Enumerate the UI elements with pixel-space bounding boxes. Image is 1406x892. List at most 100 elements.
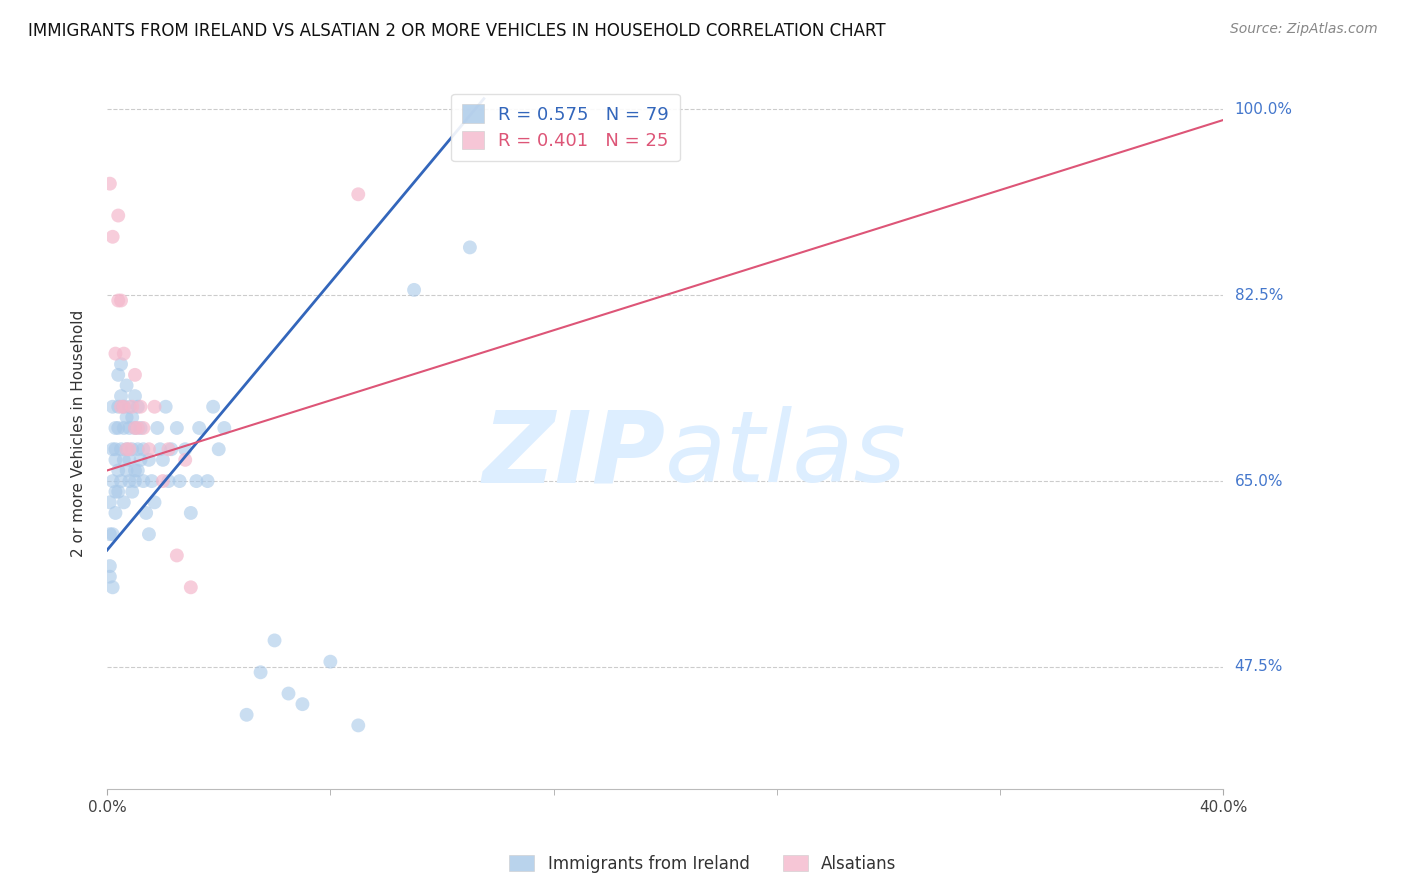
Point <box>132 474 155 488</box>
Point <box>138 527 160 541</box>
Point <box>98 559 121 574</box>
Point <box>291 697 314 711</box>
Point <box>98 570 121 584</box>
Point <box>101 580 124 594</box>
Point <box>166 421 188 435</box>
Point <box>127 421 149 435</box>
Point <box>141 474 163 488</box>
Point <box>107 293 129 308</box>
Point <box>138 453 160 467</box>
Point <box>149 442 172 457</box>
Point <box>202 400 225 414</box>
Point <box>98 177 121 191</box>
Point <box>110 357 132 371</box>
Point <box>174 442 197 457</box>
Point <box>101 442 124 457</box>
Point <box>121 484 143 499</box>
Text: IMMIGRANTS FROM IRELAND VS ALSATIAN 2 OR MORE VEHICLES IN HOUSEHOLD CORRELATION : IMMIGRANTS FROM IRELAND VS ALSATIAN 2 OR… <box>28 22 886 40</box>
Point <box>112 400 135 414</box>
Point <box>104 484 127 499</box>
Point <box>152 453 174 467</box>
Point <box>157 442 180 457</box>
Point <box>118 442 141 457</box>
Point <box>115 410 138 425</box>
Point <box>112 400 135 414</box>
Point <box>127 442 149 457</box>
Point <box>107 421 129 435</box>
Point <box>115 463 138 477</box>
Point <box>157 474 180 488</box>
Point <box>124 421 146 435</box>
Point <box>121 410 143 425</box>
Point <box>143 495 166 509</box>
Point <box>127 463 149 477</box>
Point <box>112 346 135 360</box>
Legend: Immigrants from Ireland, Alsatians: Immigrants from Ireland, Alsatians <box>503 848 903 880</box>
Point <box>98 527 121 541</box>
Point <box>118 453 141 467</box>
Point <box>129 421 152 435</box>
Point <box>107 368 129 382</box>
Point <box>104 506 127 520</box>
Point <box>188 421 211 435</box>
Point <box>124 421 146 435</box>
Point <box>132 442 155 457</box>
Point <box>110 400 132 414</box>
Point <box>104 442 127 457</box>
Point <box>101 527 124 541</box>
Text: atlas: atlas <box>665 406 907 503</box>
Text: 100.0%: 100.0% <box>1234 102 1292 117</box>
Point <box>110 474 132 488</box>
Point <box>107 484 129 499</box>
Point <box>347 718 370 732</box>
Point <box>208 442 231 457</box>
Point <box>118 400 141 414</box>
Point <box>104 421 127 435</box>
Point <box>127 400 149 414</box>
Point <box>115 442 138 457</box>
Point <box>174 453 197 467</box>
Point <box>180 580 202 594</box>
Point <box>319 655 342 669</box>
Point <box>112 453 135 467</box>
Point <box>118 474 141 488</box>
Text: 65.0%: 65.0% <box>1234 474 1284 489</box>
Point <box>186 474 208 488</box>
Point <box>155 400 177 414</box>
Point <box>124 463 146 477</box>
Point <box>235 707 257 722</box>
Point <box>160 442 183 457</box>
Point <box>277 687 299 701</box>
Point <box>110 389 132 403</box>
Point <box>112 495 135 509</box>
Point <box>135 506 157 520</box>
Text: 47.5%: 47.5% <box>1234 659 1282 674</box>
Point <box>118 421 141 435</box>
Point <box>152 474 174 488</box>
Point <box>138 442 160 457</box>
Point <box>214 421 236 435</box>
Point <box>107 463 129 477</box>
Point <box>169 474 191 488</box>
Point <box>98 495 121 509</box>
Point <box>115 442 138 457</box>
Legend: R = 0.575   N = 79, R = 0.401   N = 25: R = 0.575 N = 79, R = 0.401 N = 25 <box>451 94 679 161</box>
Y-axis label: 2 or more Vehicles in Household: 2 or more Vehicles in Household <box>72 310 86 557</box>
Point <box>121 400 143 414</box>
Point <box>129 400 152 414</box>
Point <box>124 474 146 488</box>
Point <box>347 187 370 202</box>
Point <box>458 240 481 254</box>
Point <box>101 474 124 488</box>
Point <box>197 474 219 488</box>
Point <box>104 346 127 360</box>
Point <box>110 293 132 308</box>
Point <box>101 229 124 244</box>
Point <box>104 453 127 467</box>
Point <box>249 665 271 680</box>
Point <box>107 400 129 414</box>
Point <box>124 368 146 382</box>
Text: 82.5%: 82.5% <box>1234 288 1282 302</box>
Point <box>112 421 135 435</box>
Point <box>263 633 285 648</box>
